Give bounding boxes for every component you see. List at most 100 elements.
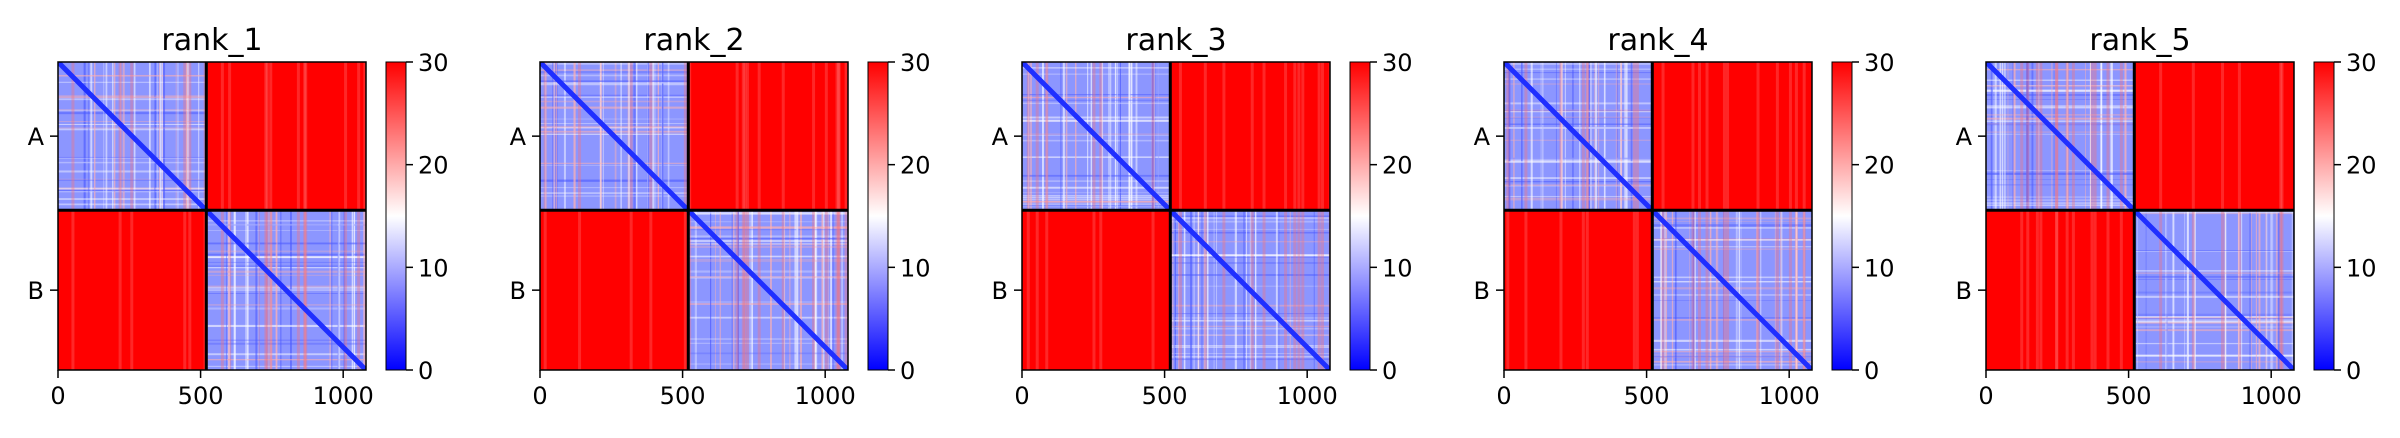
heatmap-stripe: [1170, 319, 1330, 322]
heatmap-stripe: [2093, 62, 2097, 370]
heatmap-stripe: [1691, 62, 1695, 370]
heatmap-stripe: [206, 267, 366, 269]
heatmap-stripe: [688, 270, 848, 273]
x-tick-label: 1000: [795, 382, 856, 410]
heatmap-stripe: [206, 220, 366, 222]
heatmap-stripe: [1170, 231, 1330, 234]
heatmap-stripe: [1101, 62, 1104, 211]
heatmap-stripe: [688, 276, 848, 278]
heatmap-stripe: [1986, 131, 2135, 133]
heatmap-stripe: [652, 62, 655, 211]
heatmap-stripe: [835, 62, 839, 370]
heatmap-stripe: [688, 255, 848, 258]
heatmap-stripe: [657, 62, 659, 211]
heatmap-stripe: [177, 62, 179, 211]
heatmap-stripe: [578, 62, 582, 370]
heatmap-stripe: [1170, 241, 1330, 243]
heatmap-stripe: [1504, 157, 1653, 160]
heatmap-stripe: [58, 109, 207, 111]
heatmap-stripe: [2035, 62, 2039, 370]
heatmap-stripe: [2258, 210, 2261, 370]
heatmap-stripe: [2101, 62, 2103, 211]
heatmap-stripe: [2134, 270, 2294, 272]
heatmap-stripe: [563, 62, 566, 211]
heatmap-stripe: [258, 210, 260, 370]
heatmap-stripe: [1504, 116, 1653, 119]
heatmap-stripe: [1215, 210, 1218, 370]
heatmap-stripe: [276, 210, 278, 370]
heatmap-stripe: [1190, 210, 1192, 370]
heatmap-stripe: [58, 95, 207, 97]
heatmap-stripe: [688, 316, 848, 319]
heatmap-stripe: [1803, 210, 1806, 370]
heatmap-stripe: [90, 62, 93, 211]
heatmap-stripe: [58, 187, 207, 190]
heatmap-stripe: [1170, 285, 1330, 287]
heatmap-stripe: [2225, 210, 2227, 370]
heatmap-stripe: [206, 353, 366, 356]
heatmap-stripe: [1698, 62, 1702, 370]
heatmap-diagonal: [1986, 62, 2294, 370]
heatmap-stripe: [1170, 325, 1330, 327]
y-tick-label: B: [1956, 277, 1972, 305]
heatmap-stripe: [1560, 62, 1563, 211]
colorbar-tick-label: 0: [2346, 357, 2361, 385]
heatmap-stripe: [1170, 358, 1330, 361]
heatmap-stripe: [1652, 300, 1812, 301]
heatmap-stripe: [1986, 123, 2135, 125]
heatmap-stripe: [540, 62, 689, 65]
heatmap-stripe: [629, 62, 633, 370]
heatmap-stripe: [784, 210, 786, 370]
heatmap-stripe: [1250, 62, 1254, 370]
colorbar-tick-label: 20: [1864, 152, 1895, 180]
heatmap-stripe: [206, 250, 366, 253]
x-tick-label: 500: [660, 382, 706, 410]
heatmap-stripe: [1722, 62, 1726, 370]
heatmap-stripe: [821, 210, 824, 370]
heatmap-stripe: [1022, 119, 1171, 122]
heatmap-stripe: [1504, 126, 1653, 129]
heatmap-stripe: [1735, 210, 1738, 370]
axes-frame: [1503, 61, 1813, 371]
heatmap-stripe: [552, 62, 554, 211]
heatmap-stripe: [1170, 256, 1330, 258]
heatmap-stripe: [824, 62, 828, 370]
heatmap-stripe: [1986, 114, 2135, 116]
heatmap-panel: rank_3 0 500 1000 A B 0 10 20 30: [992, 23, 1413, 410]
heatmap-stripe: [1504, 157, 1653, 160]
heatmap-stripe: [1986, 106, 2135, 109]
heatmap-block-a-b: [1170, 62, 1330, 211]
heatmap-stripe: [58, 98, 207, 101]
heatmap-stripe: [1661, 210, 1663, 370]
y-tick-label: A: [510, 123, 527, 151]
heatmap-stripe: [1504, 123, 1653, 126]
heatmap-stripe: [1174, 210, 1177, 370]
heatmap-stripe: [1986, 196, 2135, 198]
colorbar-tick-label: 0: [1382, 357, 1397, 385]
heatmap-stripe: [2250, 210, 2253, 370]
heatmap-stripe: [688, 235, 848, 238]
heatmap-stripe: [1178, 62, 1182, 370]
heatmap-stripe: [2007, 62, 2009, 211]
heatmap-stripe: [1652, 221, 1812, 222]
heatmap-stripe: [1624, 62, 1627, 211]
heatmap-stripe: [206, 256, 366, 259]
heatmap-stripe: [155, 62, 157, 211]
heatmap-stripe: [837, 62, 841, 370]
heatmap-stripe: [1060, 62, 1062, 211]
heatmap-stripe: [1652, 293, 1812, 296]
heatmap-stripe: [1090, 62, 1093, 211]
heatmap-stripe: [1506, 62, 1510, 370]
colorbar-tick-label: 0: [1864, 357, 1879, 385]
heatmap-stripe: [796, 210, 799, 370]
heatmap-stripe: [1293, 62, 1297, 370]
heatmap-stripe: [620, 62, 622, 211]
heatmap-stripe: [357, 62, 361, 370]
heatmap-stripe: [1504, 197, 1653, 200]
heatmap-stripe: [2191, 62, 2195, 370]
heatmap-stripe: [540, 71, 689, 73]
heatmap-stripe: [2134, 318, 2294, 320]
heatmap-stripe: [2134, 212, 2294, 215]
heatmap-stripe: [58, 96, 207, 99]
heatmap-stripe: [2134, 321, 2294, 323]
